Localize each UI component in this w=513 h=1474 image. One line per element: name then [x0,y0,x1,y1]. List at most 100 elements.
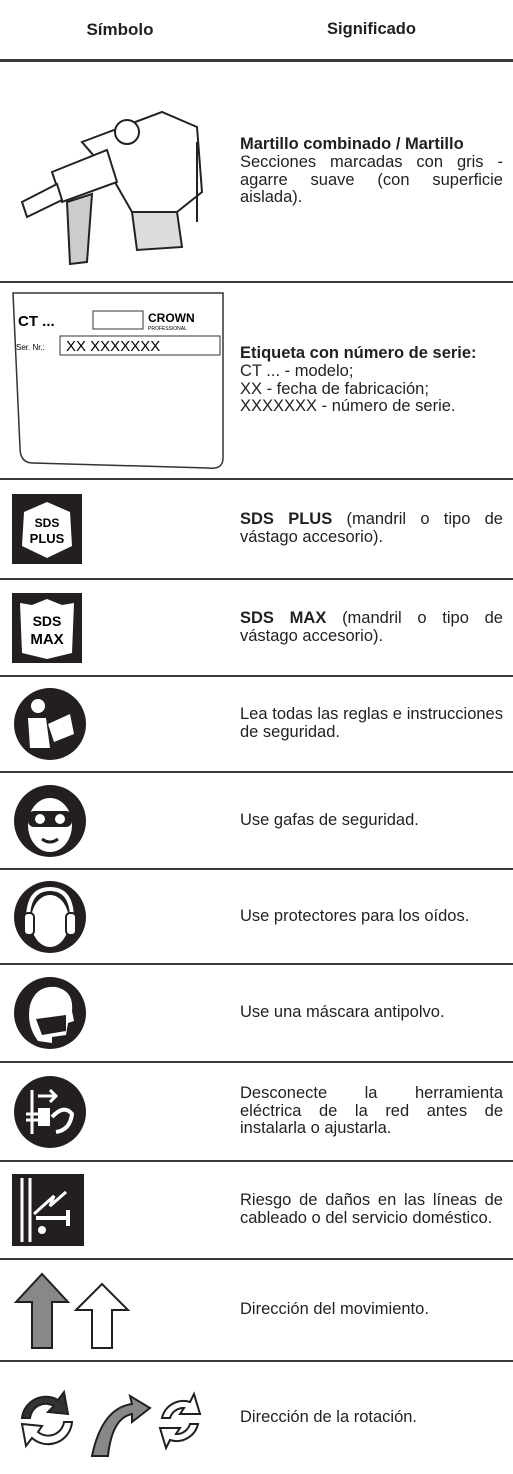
header-symbol: Símbolo [86,19,154,39]
shape [65,911,77,936]
label-serial-label: Ser. Nr.: [16,343,45,352]
shape [20,1389,70,1419]
shape [73,1282,131,1349]
table-row: Dirección de la rotación. [0,1362,513,1474]
shape [28,718,50,748]
row-title: Martillo combinado / Martillo [240,134,464,153]
movement-icon [13,1272,131,1349]
sds-bottom: PLUS [30,531,65,546]
sds-plus-icon: SDS PLUS [12,494,82,564]
shape [90,1393,152,1457]
meaning-cell: Use gafas de seguridad. [240,773,513,868]
row-text: XXXXXXX - número de serie. [240,397,456,416]
dust-mask-icon [14,977,86,1049]
row-text: Desconecte la herramienta eléctrica de l… [240,1083,503,1138]
table-row: Use una máscara antipolvo. [0,965,513,1063]
row-text: CT ... - modelo; [240,361,354,380]
shape [114,118,140,145]
row-title: Etiqueta con número de serie: [240,343,477,362]
shape [38,1088,59,1103]
shape: SDS MAX (mandril o tipo de vástago acces… [240,608,503,646]
shape [50,148,119,203]
sds-max-icon: SDS MAX [12,592,82,663]
shape [50,1107,75,1134]
row-text: XX - fecha de fabricación; [240,379,429,398]
meaning-cell: Dirección de la rotación. [240,1362,513,1474]
meaning-cell: Lea todas las reglas e instrucciones de … [240,677,513,771]
row-text: (mandril o tipo de vástago accesorio). [240,608,503,645]
symbol-cell [0,1162,240,1258]
header-row: Símbolo Significado [0,0,513,62]
symbol-cell [0,1063,240,1160]
row-text: Riesgo de daños en las líneas de cablead… [240,1191,503,1227]
shape [31,894,69,947]
shape [65,192,94,265]
symbol-cell [0,677,240,771]
table-row: SDS MAX SDS MAX (mandril o tipo de vásta… [0,580,513,677]
symbol-cell: CT ... CROWN PROFESSIONAL Ser. Nr.: XX X… [0,283,240,478]
row-title: SDS MAX [240,608,327,627]
shape [36,1015,66,1035]
table-row: SDS PLUS SDS PLUS (mandril o tipo de vás… [0,480,513,580]
shape [41,837,59,843]
shape [36,1210,70,1226]
table-row: CT ... CROWN PROFESSIONAL Ser. Nr.: XX X… [0,283,513,480]
sds-bottom: MAX [30,631,63,648]
shape [23,911,35,936]
shape [12,1174,84,1246]
shape [48,714,74,742]
meaning-cell: Desconecte la herramienta eléctrica de l… [240,1063,513,1160]
row-text: Dirección del movimiento. [240,1300,429,1319]
wiring-risk-icon [12,1174,84,1246]
meaning-cell: Use una máscara antipolvo. [240,965,513,1061]
table-row: Desconecte la herramienta eléctrica de l… [0,1063,513,1162]
meaning-cell: Martillo combinado / Martillo Secciones m… [240,62,513,281]
shape [38,1107,50,1126]
symbol-cell [0,773,240,868]
shape [20,598,74,659]
label-brand-sub: PROFESSIONAL [148,326,187,332]
row-text: Lea todas las reglas e instrucciones de … [240,705,503,741]
ear-protection-icon [14,880,86,953]
shape [35,813,45,824]
table-row: Riesgo de daños en las líneas de cablead… [0,1162,513,1260]
row-text: Use protectores para los oídos. [240,906,470,925]
symbol-cell [0,1260,240,1360]
shape [92,310,144,330]
table-row: Martillo combinado / Martillo Secciones m… [0,62,513,283]
row-text: Secciones marcadas con gris - agarre sua… [240,152,503,207]
symbol-cell [0,1362,240,1474]
shape [55,813,65,824]
meaning-cell: Dirección del movimiento. [240,1260,513,1360]
header-meaning: Significado [327,19,416,38]
shape [22,502,72,558]
shape [20,1421,74,1449]
shape [38,1226,46,1234]
manual-icon [14,688,86,760]
symbol-cell [0,62,240,281]
shape [59,335,221,356]
table-row: Use gafas de seguridad. [0,773,513,870]
table-row: Dirección del movimiento. [0,1260,513,1362]
shape [32,1190,67,1216]
meaning-cell: Riesgo de daños en las líneas de cablead… [240,1162,513,1258]
symbol-cell: SDS PLUS [0,480,240,578]
shape: SDS PLUS (mandril o tipo de vástago acce… [240,510,503,547]
table-row: Lea todas las reglas e instrucciones de … [0,677,513,773]
row-title: SDS PLUS [240,510,333,529]
goggles-icon [14,784,86,857]
sds-top: SDS [35,516,60,530]
label-brand: CROWN [148,311,195,325]
unplug-icon [14,1075,86,1148]
rotation-icon [20,1389,202,1457]
symbol-cell [0,965,240,1061]
drill-icon [20,110,204,265]
label-icon: CT ... CROWN PROFESSIONAL Ser. Nr.: XX X… [12,292,224,470]
meaning-cell: SDS MAX (mandril o tipo de vástago acces… [240,580,513,675]
symbol-cell: SDS MAX [0,580,240,675]
label-model: CT ... [18,313,55,330]
shape [26,1112,38,1121]
shape [20,1178,32,1242]
